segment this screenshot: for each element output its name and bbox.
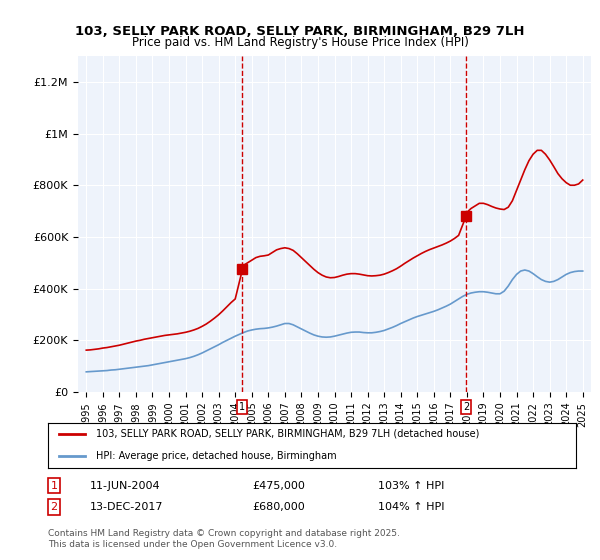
Text: 103% ↑ HPI: 103% ↑ HPI (378, 480, 445, 491)
Text: Contains HM Land Registry data © Crown copyright and database right 2025.
This d: Contains HM Land Registry data © Crown c… (48, 529, 400, 549)
Text: 2: 2 (50, 502, 58, 512)
Text: 103, SELLY PARK ROAD, SELLY PARK, BIRMINGHAM, B29 7LH: 103, SELLY PARK ROAD, SELLY PARK, BIRMIN… (75, 25, 525, 38)
Text: 11-JUN-2004: 11-JUN-2004 (90, 480, 161, 491)
Text: 1: 1 (239, 402, 245, 412)
Text: 13-DEC-2017: 13-DEC-2017 (90, 502, 163, 512)
Text: 103, SELLY PARK ROAD, SELLY PARK, BIRMINGHAM, B29 7LH (detached house): 103, SELLY PARK ROAD, SELLY PARK, BIRMIN… (95, 429, 479, 439)
Text: Price paid vs. HM Land Registry's House Price Index (HPI): Price paid vs. HM Land Registry's House … (131, 36, 469, 49)
Text: HPI: Average price, detached house, Birmingham: HPI: Average price, detached house, Birm… (95, 451, 336, 461)
Text: 104% ↑ HPI: 104% ↑ HPI (378, 502, 445, 512)
Text: 1: 1 (50, 480, 58, 491)
Text: 2: 2 (463, 402, 469, 412)
Text: £680,000: £680,000 (252, 502, 305, 512)
Text: £475,000: £475,000 (252, 480, 305, 491)
